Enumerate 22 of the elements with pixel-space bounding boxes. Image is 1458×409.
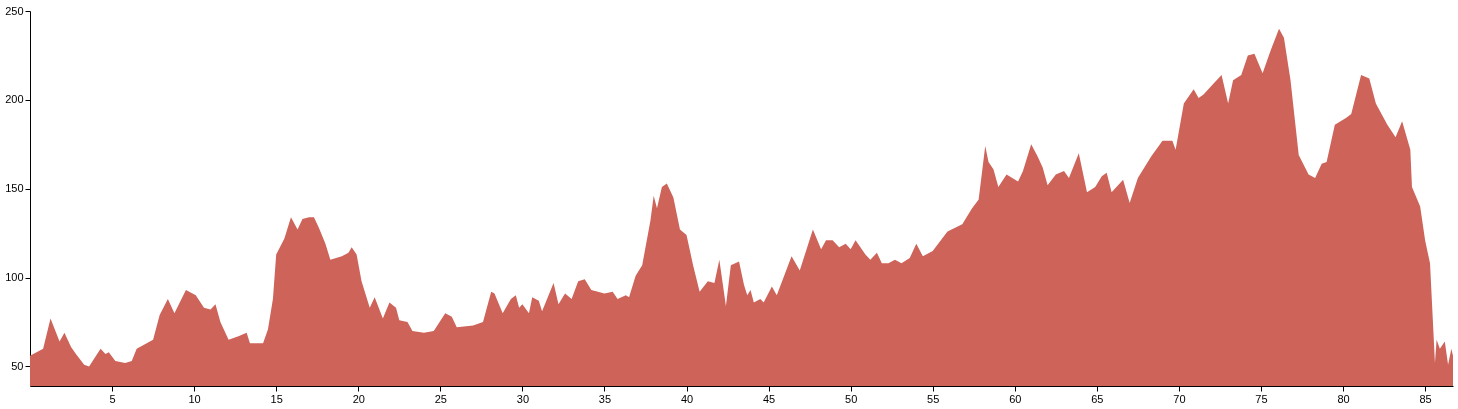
x-tick-label: 45 [762, 392, 776, 405]
x-tick-label: 35 [598, 392, 612, 405]
x-tick-label: 50 [845, 392, 858, 405]
x-tick-label: 80 [1337, 392, 1350, 405]
y-tick-label: 150 [5, 182, 24, 195]
x-tick-label: 5 [109, 392, 116, 405]
y-tick-label: 200 [5, 93, 24, 106]
x-tick-label: 70 [1173, 392, 1186, 405]
x-tick-label: 25 [434, 392, 447, 405]
x-tick-label: 60 [1009, 392, 1022, 405]
x-tick-label: 10 [188, 392, 201, 405]
y-tick-label: 250 [5, 4, 24, 17]
x-tick-label: 75 [1255, 392, 1268, 405]
x-tick-label: 65 [1091, 392, 1104, 405]
x-tick-label: 55 [927, 392, 940, 405]
x-tick-label: 40 [680, 392, 694, 405]
y-tick-label: 100 [5, 271, 24, 284]
x-tick-label: 30 [516, 392, 530, 405]
y-tick-label: 50 [11, 359, 24, 372]
x-tick-label: 20 [352, 392, 365, 405]
x-tick-label: 15 [270, 392, 283, 405]
x-tick-label: 85 [1419, 392, 1432, 405]
